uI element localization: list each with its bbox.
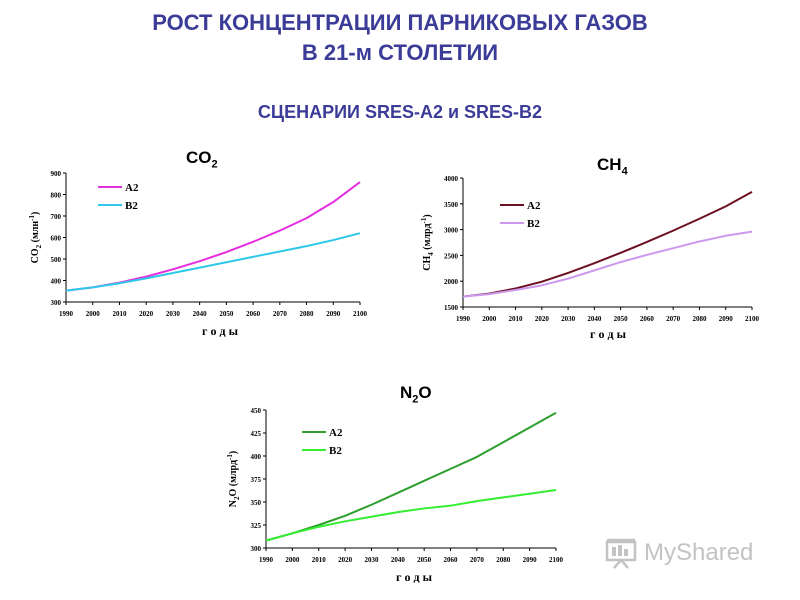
n2o-y-tick-label: 450 [251,407,262,415]
co2-x-tick-label: 2090 [326,310,341,318]
ch4-y-tick-label: 2000 [444,278,459,286]
co2-x-axis-label: г о д ы [202,324,239,338]
ch4-x-tick-label: 2030 [561,315,576,323]
n2o-x-tick-label: 2050 [417,556,432,564]
n2o-x-tick-label: 2000 [285,556,300,564]
ch4-x-axis-label: г о д ы [590,327,627,341]
ch4-x-tick-label: 2070 [666,315,681,323]
co2-y-tick-label: 800 [51,192,62,200]
n2o-legend-label-a2: A2 [329,427,343,439]
co2-x-tick-label: 2020 [139,310,154,318]
co2-y-tick-label: 600 [51,235,62,243]
watermark-brand: MyShared [644,539,754,566]
ch4-y-tick-label: 4000 [444,175,459,183]
co2-x-tick-label: 2070 [273,310,288,318]
co2-legend-label-b2: B2 [125,200,138,212]
n2o-x-tick-label: 2090 [523,556,538,564]
n2o-x-axis-label: г о д ы [396,570,433,584]
ch4-y-axis-label: CH4 (млрд-1) [420,214,435,270]
n2o-y-tick-label: 300 [251,545,262,553]
co2-x-tick-label: 2000 [86,310,101,318]
n2o-chart-title: N2O [400,383,432,406]
co2-chart: 300 400 500 600 700 800 900 1990 2000 2010 2020 203… [28,170,368,338]
ch4-chart-title: CH4 [597,155,628,178]
co2-x-tick-label: 1990 [59,310,74,318]
n2o-y-axis-label: N2O (млрд-1) [226,451,241,507]
n2o-series-a2-line [265,411,557,542]
presentation-board-icon [605,538,637,569]
ch4-y-tick-label: 2500 [444,252,459,260]
co2-x-tick-label: 2080 [300,310,315,318]
ch4-x-tick-label: 2060 [640,315,655,323]
ch4-x-tick-label: 2010 [509,315,524,323]
ch4-x-tick-label: 2100 [745,315,760,323]
co2-y-tick-label: 700 [51,213,62,221]
ch4-y-tick-label: 3000 [444,227,459,235]
co2-y-tick-label: 300 [51,299,62,307]
co2-y-tick-label: 500 [51,256,62,264]
n2o-x-tick-label: 2070 [470,556,485,564]
co2-x-tick-label: 2060 [246,310,261,318]
ch4-x-tick-label: 2020 [535,315,550,323]
n2o-x-tick-label: 2010 [312,556,327,564]
co2-x-tick-label: 2050 [219,310,234,318]
ch4-series-a2-line [462,191,753,298]
n2o-legend-label-b2: B2 [329,445,342,457]
n2o-x-tick-label: 2030 [364,556,379,564]
co2-series-a2-line [65,181,361,292]
page-title-line2: В 21-м СТОЛЕТИИ [301,40,499,65]
ch4-x-tick-label: 2000 [482,315,497,323]
n2o-x-tick-label: 1990 [259,556,274,564]
co2-legend-label-a2: A2 [125,182,139,194]
co2-x-tick-label: 2010 [112,310,127,318]
co2-x-tick-label: 2040 [193,310,208,318]
n2o-y-tick-label: 375 [251,476,262,484]
co2-y-axis-label: CO2 (млн-1) [28,212,43,264]
watermark: MyShared [604,536,753,570]
co2-y-tick-label: 400 [51,278,62,286]
ch4-y-tick-label: 1500 [444,304,459,312]
ch4-legend-label-a2: A2 [527,200,541,212]
ch4-series-b2-line [462,230,753,298]
ch4-x-tick-label: 2080 [692,315,707,323]
n2o-y-tick-label: 425 [251,430,262,438]
co2-x-tick-label: 2030 [166,310,181,318]
ch4-x-tick-label: 2050 [614,315,629,323]
n2o-x-tick-label: 2100 [549,556,564,564]
co2-x-tick-label: 2100 [353,310,368,318]
ch4-chart: 1500 2000 2500 3000 3500 4000 1990 2000 2010 2020… [420,175,760,341]
page-title-line1: РОСТ КОНЦЕНТРАЦИИ ПАРНИКОВЫХ ГАЗОВ [152,10,648,35]
co2-y-tick-label: 900 [51,170,62,178]
n2o-x-tick-label: 2020 [338,556,353,564]
n2o-y-tick-label: 400 [251,453,262,461]
n2o-y-tick-label: 350 [251,499,262,507]
n2o-x-tick-label: 2040 [391,556,406,564]
n2o-chart: 300 325 350 375 400 425 450 1990 2000 2010 2020 203… [226,407,564,584]
co2-chart-title: CO2 [186,148,218,171]
ch4-legend-label-b2: B2 [527,218,540,230]
page-subtitle: СЦЕНАРИИ SRES-A2 и SRES-B2 [257,102,543,122]
ch4-x-tick-label: 1990 [456,315,471,323]
ch4-x-tick-label: 2040 [587,315,602,323]
ch4-x-tick-label: 2090 [719,315,734,323]
n2o-y-tick-label: 325 [251,522,262,530]
n2o-series-b2-line [265,489,557,542]
co2-series-b2-line [65,232,361,292]
n2o-x-tick-label: 2080 [496,556,511,564]
n2o-x-tick-label: 2060 [444,556,459,564]
ch4-y-tick-label: 3500 [444,201,459,209]
